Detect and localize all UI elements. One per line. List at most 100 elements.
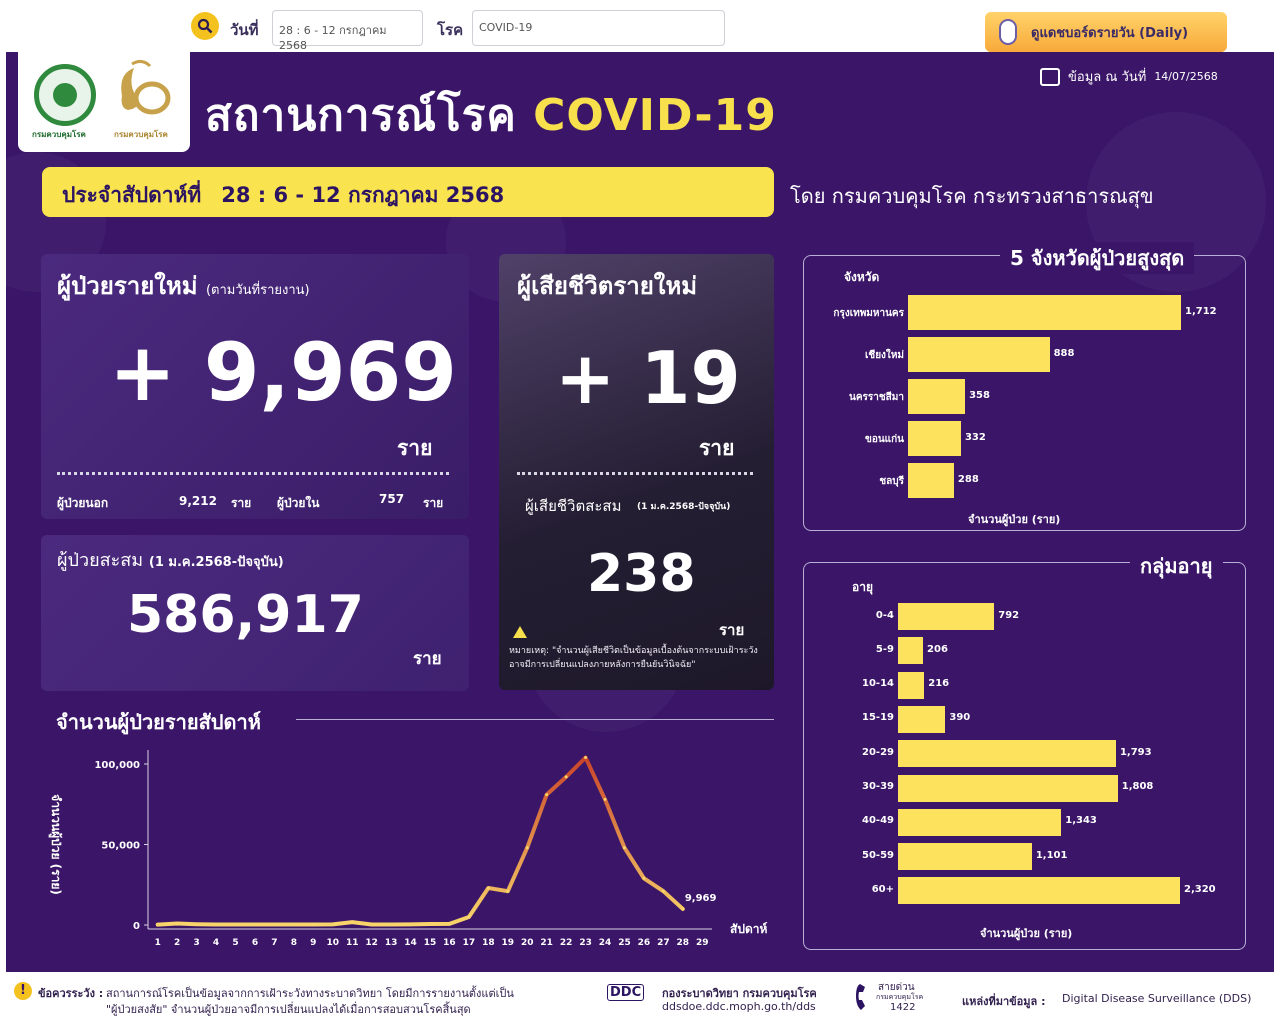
province-x-label: จำนวนผู้ป่วย (ราย) [968,513,1061,526]
bar-value: 888 [1053,347,1075,359]
bar[interactable] [898,603,995,630]
series-line [155,755,685,927]
data-point [292,923,296,927]
data-point [428,922,432,926]
x-tick-label: 7 [271,938,277,948]
cumulative-cases-card: ผู้ป่วยสะสม (1 ม.ค.2568-ปัจจุบัน) 586,91… [41,535,469,691]
warning-icon [513,626,527,638]
data-point [156,923,160,927]
division-website[interactable]: ddsdoe.ddc.moph.go.th/dds [662,1000,816,1013]
bar[interactable] [908,463,954,498]
deaths-cum-title: ผู้เสียชีวิตสะสม [525,497,622,515]
x-tick-label: 3 [193,938,199,948]
data-point [661,889,665,893]
calendar-icon [1040,67,1060,86]
end-value-label: 9,969 [685,893,717,904]
data-point [545,793,549,797]
bar-label: ขอนแก่น [864,433,904,445]
bar[interactable] [908,337,1050,372]
x-axis-label: สัปดาห์ [730,922,767,936]
bar[interactable] [898,774,1118,802]
y-tick-label: 50,000 [101,841,140,852]
inpatient-unit: ราย [423,496,444,510]
x-tick-label: 22 [560,938,573,948]
60-logo-text: กรมควบคุมโรค [114,130,168,139]
bar-label: กรุงเทพมหานคร [833,307,904,319]
data-point [447,922,451,926]
new-cases-card: ผู้ป่วยรายใหม่ (ตามวันที่รายงาน) + 9,969… [41,254,469,519]
page-title-th: สถานการณ์โรค [205,90,517,141]
x-tick-label: 1 [155,938,161,948]
new-cases-value: + 9,969 [109,326,457,419]
bar-value: 332 [964,431,986,443]
province-axis-label: จังหวัด [844,270,880,284]
bar[interactable] [898,843,1032,871]
x-tick-label: 24 [599,938,612,948]
outpatient-unit: ราย [231,496,252,510]
data-point [506,889,510,893]
daily-dashboard-button[interactable]: ดูแดชบอร์ดรายวัน (Daily) [985,12,1227,52]
x-tick-label: 11 [346,938,359,948]
new-cases-unit: ราย [397,436,433,460]
bar-label: นครราชสีมา [849,391,904,403]
data-point [311,923,315,927]
bar[interactable] [898,671,925,699]
mouse-icon [999,19,1017,45]
x-tick-label: 12 [365,938,378,948]
x-tick-label: 4 [213,938,219,948]
bar-label: 10-14 [862,678,894,690]
bar[interactable] [908,379,966,414]
search-icon[interactable] [191,12,219,40]
x-tick-label: 8 [291,938,297,948]
ddc-small-logo: DDC [607,984,645,1001]
bar[interactable] [898,877,1180,905]
age-groups-title: กลุ่มอายุ [1130,550,1223,582]
60-years-logo [121,59,171,115]
source-value: Digital Disease Surveillance (DDS) [1062,992,1252,1005]
bar-label: ชลบุรี [879,475,904,487]
data-point [642,876,646,880]
data-point [603,797,607,801]
inpatient-label: ผู้ป่วยใน [277,496,320,510]
bar[interactable] [908,421,961,456]
hotline-label: สายด่วน [878,982,915,993]
y-tick-label: 0 [133,921,140,932]
data-point [564,775,568,779]
date-filter-label: วันที่ [230,21,259,39]
bar-label: 15-19 [862,712,894,724]
bar[interactable] [898,637,924,665]
x-tick-label: 19 [502,938,515,948]
by-text: โดย กรมควบคุมโรค กระทรวงสาธารณสุข [790,184,1154,208]
deaths-cum-subtitle: (1 ม.ค.2568-ปัจจุบัน) [637,502,731,512]
bar[interactable] [898,740,1116,768]
bar-value: 1,808 [1121,781,1154,792]
disease-filter-select[interactable]: COVID-19 [472,10,725,46]
data-point [272,923,276,927]
x-tick-label: 2 [174,938,180,948]
weekly-chart-title: จำนวนผู้ป่วยรายสัปดาห์ [56,710,261,734]
data-point [409,922,413,926]
bar-value: 206 [927,643,948,655]
x-tick-label: 17 [463,938,476,948]
data-date-value: 14/07/2568 [1154,70,1218,83]
week-value: 28 : 6 - 12 กรกฎาคม 2568 [221,183,505,207]
bar-label: 0-4 [875,609,894,621]
bar-value: 1,712 [1185,305,1217,317]
page-title: สถานการณ์โรค COVID-19 [205,80,777,150]
bar-label: 50-59 [862,849,894,861]
date-filter-select[interactable]: 28 : 6 - 12 กรกฎาคม 2568 [272,10,423,52]
footer: ! ข้อควรระวัง : สถานการณ์โรคเป็นข้อมูลจา… [0,972,1280,1024]
bar-value: 1,101 [1035,849,1068,861]
bar[interactable] [898,808,1062,836]
data-point [370,923,374,927]
deaths-value: + 19 [555,336,741,420]
bar[interactable] [908,295,1181,330]
deaths-card: ผู้เสียชีวิตรายใหม่ + 19 ราย ผู้เสียชีวิ… [499,254,774,690]
new-cases-title: ผู้ป่วยรายใหม่ (ตามวันที่รายงาน) [57,272,310,300]
caution-text-1: สถานการณ์โรคเป็นข้อมูลจากการเฝ้าระวังทาง… [106,987,514,1000]
data-date-label: ข้อมูล ณ วันที่ [1068,70,1147,85]
x-tick-label: 16 [443,938,456,948]
bar[interactable] [898,705,946,733]
deaths-title: ผู้เสียชีวิตรายใหม่ [517,272,698,300]
